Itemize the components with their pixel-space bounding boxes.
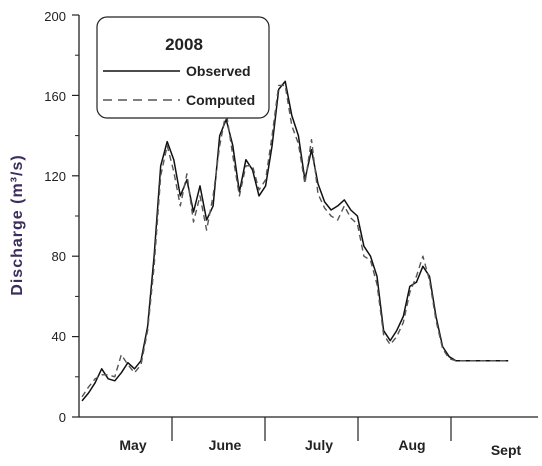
series-line-observed: [81, 80, 509, 402]
x-month-label-aug: Aug: [398, 437, 425, 453]
y-tick-label-80: 80: [52, 249, 66, 264]
x-month-label-may: May: [119, 437, 146, 453]
legend-label-computed: Computed: [186, 92, 255, 108]
y-tick-label-40: 40: [52, 329, 66, 344]
legend-box: [96, 16, 270, 119]
y-tick-label-200: 200: [44, 9, 66, 24]
y-tick-label-160: 160: [44, 89, 66, 104]
tick-marks: [72, 14, 452, 441]
x-month-label-sept: Sept: [491, 442, 522, 458]
legend-label-observed: Observed: [186, 63, 251, 79]
y-axis-label: Discharge (m³/s): [9, 154, 26, 295]
series-line-computed: [81, 84, 509, 398]
x-month-label-june: June: [209, 437, 242, 453]
legend-title: 2008: [165, 35, 203, 54]
y-tick-label-0: 0: [59, 410, 66, 425]
x-month-label-july: July: [305, 437, 333, 453]
y-tick-label-120: 120: [44, 169, 66, 184]
series-lines: [81, 80, 509, 402]
